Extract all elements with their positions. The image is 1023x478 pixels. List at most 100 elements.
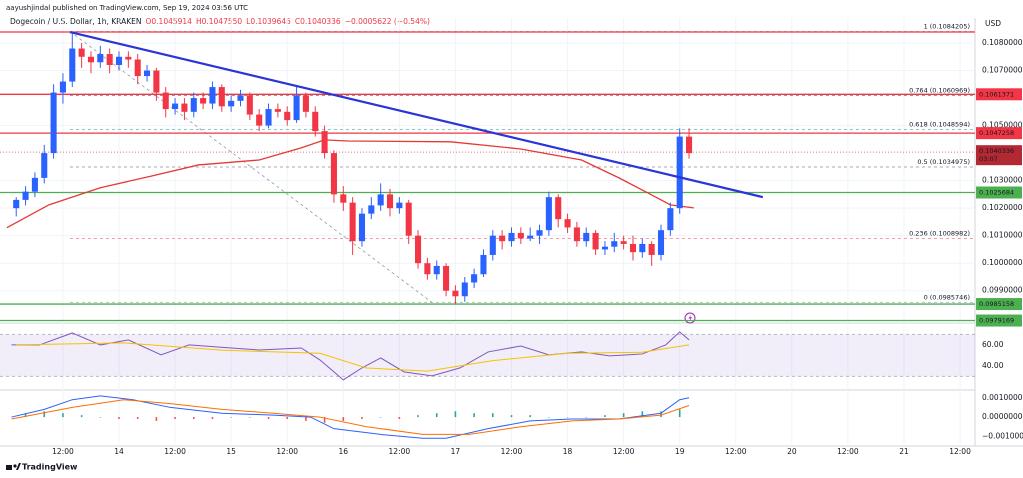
candle-body xyxy=(386,194,394,209)
candle-body xyxy=(209,87,216,104)
logo: TradingView xyxy=(6,463,78,472)
candle-body xyxy=(601,246,608,250)
level-label-box xyxy=(976,186,1022,199)
x-tick-label: 17 xyxy=(451,447,461,456)
candle-body xyxy=(368,205,375,214)
candle-body xyxy=(545,197,552,231)
histogram-bar xyxy=(660,411,662,418)
histogram-bar xyxy=(585,417,588,418)
y-tick-label: 40.00 xyxy=(982,361,1004,370)
candle-body xyxy=(536,230,543,236)
fib-label: 0.618 (0.1048594) xyxy=(909,120,970,128)
x-tick-label: 20 xyxy=(787,447,797,456)
logo-mark xyxy=(13,464,17,468)
candle-body xyxy=(181,103,188,112)
legend-row: Dogecoin / U.S. Dollar, 1h, KRAKEN O0.104… xyxy=(10,17,430,26)
y-tick-label: 0.1020000 xyxy=(982,203,1023,212)
ohlc-value: C0.1040336 xyxy=(295,17,341,26)
level-label-box xyxy=(976,314,1022,327)
candle-body xyxy=(59,81,66,93)
y-tick-label: 0.1010000 xyxy=(982,231,1023,240)
legend-text: Dogecoin / U.S. Dollar, 1h, KRAKEN O0.104… xyxy=(10,17,430,26)
fib-label: 0.764 (0.1060969) xyxy=(909,86,970,94)
histogram-bar xyxy=(361,417,363,419)
candle-body xyxy=(527,235,534,239)
candle-body xyxy=(396,202,403,209)
ohlc-value: H0.1047550 xyxy=(196,17,242,26)
candle-body xyxy=(405,202,412,236)
histogram-bar xyxy=(641,411,644,418)
candle-body xyxy=(377,194,384,206)
y-tick-label: 0.1050000 xyxy=(982,121,1023,130)
level-label: 0.0979169 xyxy=(979,317,1014,325)
x-tick-label: 16 xyxy=(339,447,349,456)
histogram-bar xyxy=(136,417,139,419)
fib-label: 0 (0.0985746) xyxy=(924,293,970,301)
candle-body xyxy=(293,95,300,121)
y-tick-label: 0.0010000 xyxy=(982,393,1023,402)
histogram-bar xyxy=(454,411,457,418)
candle-body xyxy=(620,241,627,244)
candle-body xyxy=(564,219,571,228)
histogram-bar xyxy=(286,417,289,419)
histogram-bar xyxy=(230,417,232,418)
histogram-bar xyxy=(492,413,494,418)
histogram-bar xyxy=(43,411,46,418)
logo-mark xyxy=(16,463,21,470)
candle-body xyxy=(657,230,665,255)
candle-body xyxy=(41,153,48,178)
histogram-bar xyxy=(510,415,513,418)
y-tick-label: 60.00 xyxy=(982,340,1004,349)
candle-body xyxy=(274,109,281,112)
candle-body xyxy=(125,56,132,60)
histogram-bar xyxy=(548,417,550,418)
x-tick-label: 12:00 xyxy=(276,447,298,456)
histogram-bar xyxy=(566,417,569,418)
candle-body xyxy=(452,290,459,297)
histogram-bar xyxy=(211,417,214,419)
candle-body xyxy=(583,232,590,242)
x-tick-label: 12:00 xyxy=(725,447,747,456)
histogram-bar xyxy=(473,413,475,418)
candle-body xyxy=(228,100,235,107)
candle-body xyxy=(667,208,674,231)
x-tick-label: 19 xyxy=(675,447,685,456)
histogram-bar xyxy=(24,413,27,418)
candle-body xyxy=(433,265,440,275)
alert-bolt xyxy=(688,314,692,322)
candle-body xyxy=(162,92,169,110)
candle-body xyxy=(302,95,309,112)
x-tick-label: 12:00 xyxy=(613,447,635,456)
candle-body xyxy=(648,243,655,255)
y-tick-label: 0.1030000 xyxy=(982,176,1023,185)
level-label: 0.0985158 xyxy=(979,300,1014,308)
level-label-box xyxy=(976,127,1022,140)
level-label: 0.1025684 xyxy=(979,189,1014,197)
alert-icon[interactable] xyxy=(684,312,696,324)
ohlc-value: −0.0005622 (−0.54%) xyxy=(345,17,430,26)
level-label: 0.1061371 xyxy=(979,90,1014,98)
x-tick-label: 12:00 xyxy=(949,447,971,456)
candle-body xyxy=(87,56,95,63)
x-tick-label: 15 xyxy=(226,447,236,456)
candle-body xyxy=(237,95,244,101)
chart-title: Dogecoin / U.S. Dollar, 1h, KRAKEN xyxy=(10,17,141,26)
currency: USD xyxy=(985,19,1001,28)
x-tick-label: 12:00 xyxy=(164,447,186,456)
histogram-bar xyxy=(305,417,307,421)
y-tick-label: 0.1080000 xyxy=(982,38,1023,47)
candle-body xyxy=(517,232,524,239)
candle-body xyxy=(676,136,683,209)
candle-body xyxy=(69,48,76,82)
candle-body xyxy=(115,56,123,66)
trend-line xyxy=(69,30,764,199)
candle-body xyxy=(134,59,141,77)
candle-body xyxy=(144,70,151,77)
histogram-bar xyxy=(155,417,158,421)
candle-body xyxy=(358,213,366,242)
candle-body xyxy=(480,254,487,275)
x-tick-label: 12:00 xyxy=(837,447,859,456)
candle-body xyxy=(78,48,85,57)
rsi-band xyxy=(0,334,975,377)
